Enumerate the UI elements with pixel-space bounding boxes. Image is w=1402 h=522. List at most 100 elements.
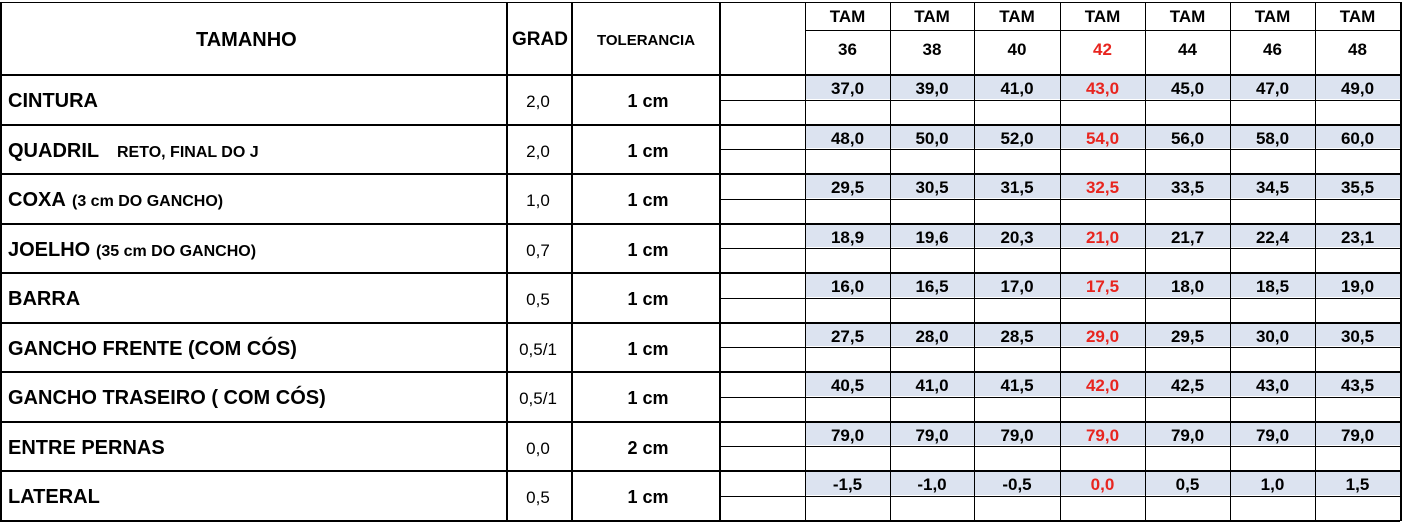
- value-cell: 29,5: [1170, 326, 1205, 346]
- grid-line: [0, 519, 1400, 522]
- row-grad: 1,0: [526, 191, 550, 210]
- grid-line: [0, 371, 1400, 373]
- size-36: 36: [838, 40, 857, 59]
- row-note: (3 cm DO GANCHO): [72, 193, 224, 210]
- value-cell: 33,5: [1170, 178, 1205, 197]
- value-cell: 18,0: [1170, 277, 1205, 296]
- value-cell: 79,0: [1085, 425, 1120, 445]
- grid-line: [890, 2, 891, 521]
- grid-line: [805, 30, 1400, 31]
- value-cell: 58,0: [1255, 128, 1290, 148]
- value-cell: 18,9: [830, 227, 865, 247]
- grid-line: [0, 2, 2, 521]
- value-cell: -1,5: [832, 475, 863, 494]
- value-cell: 43,0: [1085, 79, 1120, 98]
- value-cell: 42,5: [1170, 376, 1205, 395]
- value-cell: 30,5: [1340, 326, 1375, 346]
- value-cell: 56,0: [1170, 128, 1205, 148]
- grid-line: [0, 2, 1400, 3]
- value-fill: [805, 273, 1400, 297]
- value-cell: 35,5: [1340, 178, 1375, 197]
- value-cell: 34,5: [1255, 178, 1290, 197]
- size-48: 48: [1348, 40, 1367, 59]
- value-fill: [805, 372, 1400, 396]
- value-cell: 30,0: [1255, 326, 1290, 346]
- row-tolerance: 1 cm: [627, 239, 669, 260]
- value-fill: [805, 421, 1400, 446]
- value-cell: 79,0: [1255, 425, 1290, 445]
- value-cell: 29,0: [1085, 326, 1120, 346]
- row-name: ENTRE PERNAS: [8, 436, 165, 459]
- row-grad: 0,5: [526, 290, 550, 309]
- tam-label: TAM: [914, 7, 950, 26]
- value-cell: 79,0: [1340, 425, 1375, 445]
- row-tolerance: 1 cm: [627, 140, 669, 161]
- row-name: GANCHO FRENTE (COM CÓS): [8, 337, 297, 360]
- value-cell: 21,0: [1085, 227, 1120, 247]
- value-cell: 31,5: [1000, 178, 1034, 197]
- grid-line: [0, 173, 1400, 175]
- grid-line: [1400, 2, 1402, 521]
- grid-line: [506, 2, 508, 521]
- value-cell: 79,0: [1170, 425, 1205, 445]
- row-grad: 0,7: [526, 240, 550, 260]
- row-tolerance: 1 cm: [627, 487, 669, 507]
- header-grad: GRAD: [512, 29, 568, 50]
- row-name: LATERAL: [8, 486, 100, 508]
- grid-line: [0, 74, 1400, 76]
- header-tolerancia: TOLERANCIA: [597, 32, 696, 49]
- value-cell: 23,1: [1340, 227, 1375, 247]
- value-cell: 16,0: [830, 277, 865, 296]
- value-cell: 28,5: [1000, 326, 1034, 346]
- row-tolerance: 1 cm: [627, 190, 669, 210]
- tam-label: TAM: [1339, 7, 1376, 26]
- size-42: 42: [1093, 40, 1112, 59]
- row-note: (35 cm DO GANCHO): [96, 242, 257, 260]
- row-tolerance: 1 cm: [627, 388, 669, 408]
- value-cell: 49,0: [1340, 79, 1375, 98]
- row-tolerance: 1 cm: [627, 289, 669, 309]
- value-cell: -1,0: [917, 475, 947, 494]
- value-cell: 41,0: [915, 376, 949, 395]
- value-fill: [805, 174, 1400, 198]
- value-cell: 17,0: [1000, 277, 1034, 296]
- grid-line: [1145, 2, 1146, 521]
- value-cell: 79,0: [915, 425, 949, 445]
- row-name: BARRA: [8, 288, 81, 310]
- row-grad: 0,5/1: [519, 389, 557, 408]
- value-cell: 19,0: [1340, 277, 1375, 296]
- value-cell: 50,0: [915, 128, 949, 148]
- value-fill: [805, 223, 1400, 248]
- size-44: 44: [1178, 40, 1197, 59]
- value-cell: 17,5: [1085, 277, 1120, 296]
- value-cell: 43,5: [1340, 376, 1375, 395]
- row-tolerance: 1 cm: [627, 91, 669, 111]
- value-fill: [805, 75, 1400, 99]
- grid-line: [0, 420, 1400, 423]
- row-name: CINTURA: [8, 90, 98, 112]
- row-tolerance: 2 cm: [627, 437, 669, 458]
- size-46: 46: [1263, 40, 1282, 59]
- value-cell: 47,0: [1255, 79, 1290, 98]
- value-cell: 20,3: [1000, 227, 1034, 247]
- grid-line: [805, 2, 806, 521]
- size-38: 38: [922, 40, 942, 59]
- row-note: RETO, FINAL DO J: [117, 143, 259, 161]
- row-grad: 2,0: [526, 141, 550, 161]
- value-cell: 42,0: [1085, 376, 1120, 395]
- value-cell: 41,5: [1000, 376, 1034, 395]
- row-name: JOELHO: [8, 238, 91, 261]
- grid-line: [719, 2, 721, 521]
- value-cell: 21,7: [1170, 227, 1205, 247]
- header-tamanho: TAMANHO: [196, 29, 297, 51]
- value-cell: 45,0: [1170, 79, 1205, 98]
- grid-line: [1060, 2, 1061, 521]
- row-grad: 0,5/1: [519, 339, 557, 359]
- value-cell: 28,0: [915, 326, 949, 346]
- value-cell: 29,5: [830, 178, 865, 197]
- value-cell: 60,0: [1340, 128, 1375, 148]
- value-cell: 32,5: [1085, 178, 1120, 197]
- value-fill: [805, 322, 1400, 347]
- grid-line: [974, 2, 975, 521]
